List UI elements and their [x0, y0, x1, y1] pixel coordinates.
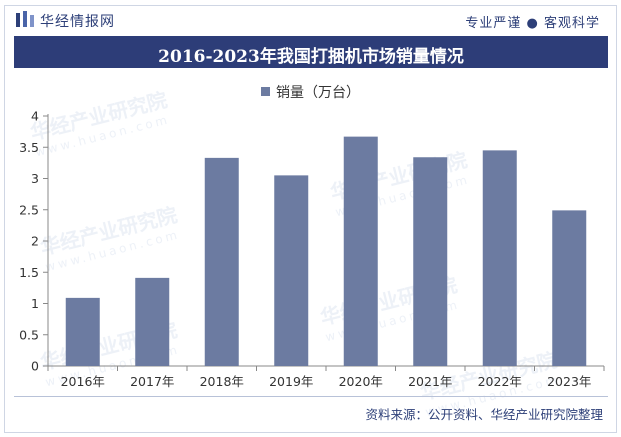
x-tick-label: 2016年 [61, 374, 105, 389]
bar [135, 277, 170, 366]
bar [482, 150, 517, 366]
source-note: 资料来源：公开资料、华经产业研究院整理 [365, 407, 603, 422]
y-tick-label: 1.5 [19, 265, 39, 280]
logo-icon [16, 11, 34, 27]
x-tick-label: 2021年 [408, 374, 452, 389]
legend-swatch [261, 87, 270, 96]
x-tick-label: 2023年 [547, 374, 591, 389]
legend-label: 销量（万台） [276, 85, 360, 101]
x-tick-label: 2019年 [269, 374, 313, 389]
bar [552, 210, 587, 366]
legend: 销量（万台） [0, 82, 621, 102]
y-tick-label: 0.5 [19, 327, 39, 342]
bar [204, 157, 239, 366]
x-tick-label: 2020年 [339, 374, 383, 389]
y-tick-label: 3.5 [19, 140, 39, 155]
x-tick-label: 2018年 [200, 374, 244, 389]
bar [65, 297, 100, 366]
y-tick-label: 4 [31, 109, 39, 124]
y-tick-label: 2 [31, 234, 39, 249]
logo-text: 华经情报网 [40, 14, 115, 30]
header: 华经情报网 专业严谨 ● 客观科学 [6, 8, 614, 32]
y-tick-label: 2.5 [19, 202, 39, 217]
slogan: 专业严谨 ● 客观科学 [465, 16, 600, 31]
y-tick-label: 0 [31, 359, 39, 374]
bar [343, 136, 378, 366]
title-bar: 2016-2023年我国打捆机市场销量情况 [14, 36, 608, 68]
x-tick-label: 2017年 [130, 374, 174, 389]
bar [413, 157, 448, 366]
y-tick-label: 3 [31, 171, 39, 186]
divider [14, 396, 608, 397]
chart-title: 2016-2023年我国打捆机市场销量情况 [158, 47, 464, 67]
y-tick-label: 1 [31, 296, 39, 311]
bar [274, 175, 309, 366]
x-tick-label: 2022年 [478, 374, 522, 389]
